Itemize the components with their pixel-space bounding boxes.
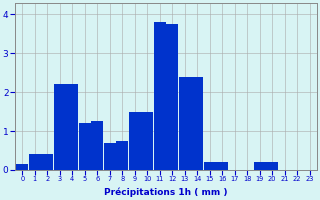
- Bar: [41, 154, 53, 170]
- Bar: [254, 162, 266, 170]
- Bar: [116, 141, 128, 170]
- Bar: [166, 24, 178, 170]
- Bar: [216, 162, 228, 170]
- Bar: [66, 84, 78, 170]
- Bar: [79, 123, 91, 170]
- Bar: [16, 164, 28, 170]
- Bar: [204, 162, 216, 170]
- Bar: [129, 112, 141, 170]
- Bar: [191, 77, 203, 170]
- Bar: [104, 143, 116, 170]
- Bar: [154, 22, 166, 170]
- Bar: [141, 112, 153, 170]
- Bar: [179, 77, 191, 170]
- Bar: [29, 154, 41, 170]
- Bar: [266, 162, 278, 170]
- Bar: [91, 121, 103, 170]
- Bar: [54, 84, 66, 170]
- X-axis label: Précipitations 1h ( mm ): Précipitations 1h ( mm ): [104, 188, 228, 197]
